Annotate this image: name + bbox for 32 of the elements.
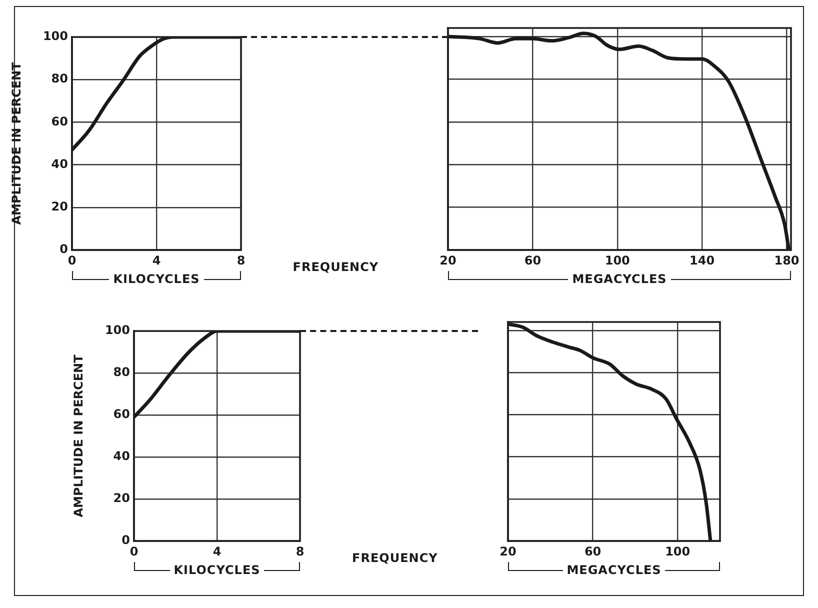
x-tick-label: 100 xyxy=(604,253,630,268)
x-tick-label: 60 xyxy=(584,544,602,558)
x-axis-title: MEGACYCLES xyxy=(566,563,662,577)
x-tick-label: 8 xyxy=(296,544,304,558)
y-tick-label: 100 xyxy=(104,323,130,338)
text: FREQUENCY xyxy=(292,260,379,274)
y-tick-label: 60 xyxy=(51,114,68,128)
y-tick-label: 80 xyxy=(113,365,130,380)
y-tick-label: 0 xyxy=(122,533,130,548)
x-tick-label: 20 xyxy=(440,253,456,268)
y-tick-label: 40 xyxy=(113,449,130,464)
x-tick-label: 60 xyxy=(524,253,542,268)
x-tick-label: 180 xyxy=(774,253,800,268)
x-tick-label: 140 xyxy=(690,253,715,268)
y-axis-title: AMPLITUDE IN PERCENT xyxy=(9,61,24,225)
y-tick-label: 80 xyxy=(51,72,68,86)
x-axis-title: KILOCYCLES xyxy=(113,272,200,286)
y-tick-label: 100 xyxy=(42,29,68,44)
y-axis-title: AMPLITUDE IN PERCENT xyxy=(71,354,86,518)
x-tick-label: 20 xyxy=(500,544,516,558)
y-tick-label: 60 xyxy=(113,407,130,422)
x-tick-label: 4 xyxy=(152,253,161,268)
text: FREQUENCY xyxy=(352,551,438,565)
x-tick-label: 4 xyxy=(212,544,222,558)
y-tick-label: 20 xyxy=(51,200,68,214)
x-axis-title: MEGACYCLES xyxy=(572,272,667,286)
y-tick-label: 20 xyxy=(113,491,130,506)
x-tick-label: 100 xyxy=(665,544,690,558)
x-axis-title: KILOCYCLES xyxy=(174,563,260,577)
y-tick-label: 40 xyxy=(51,156,68,171)
x-tick-label: 8 xyxy=(236,253,246,268)
y-tick-label: 0 xyxy=(60,242,68,256)
